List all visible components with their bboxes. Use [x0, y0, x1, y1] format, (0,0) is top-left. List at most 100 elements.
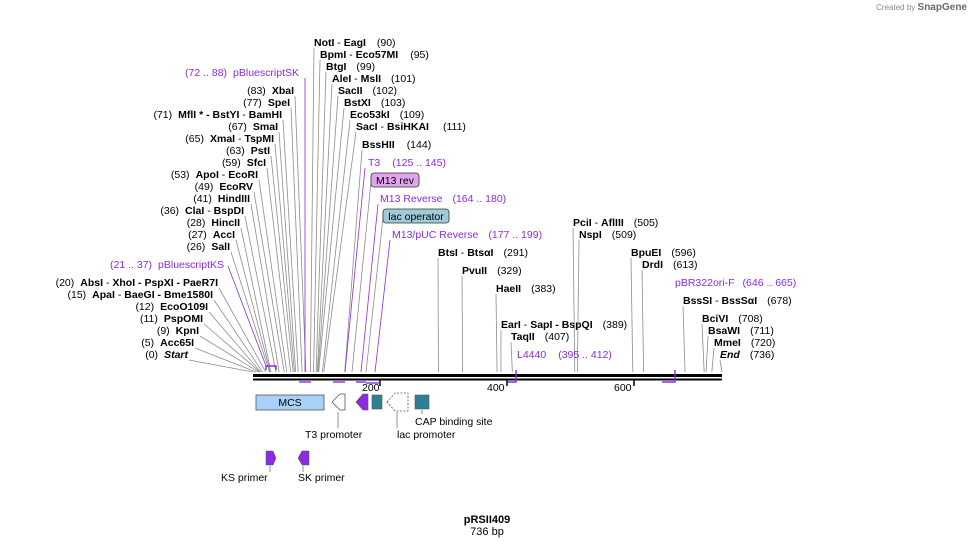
- leader-line-pvuii: [461, 275, 464, 373]
- primer-label-pbluescriptks[interactable]: (21 .. 37) pBluescriptKS: [110, 259, 224, 271]
- sk-primer-label: SK primer: [298, 472, 345, 484]
- site-label-sfci[interactable]: (59) SfcI: [222, 157, 266, 169]
- ks-primer-arrow[interactable]: [265, 450, 277, 466]
- credit-brand: SnapGene: [917, 2, 967, 13]
- leader-line-t3: [344, 167, 366, 373]
- bracket-pbr322ori-f: [662, 370, 676, 383]
- leader-line-sacii: [317, 95, 339, 373]
- site-label-haeii[interactable]: HaeII (383): [496, 283, 556, 295]
- leader-line-alei: [316, 83, 333, 373]
- site-label-pcii[interactable]: PciI - AflIII (505): [573, 217, 658, 229]
- site-label-taqii[interactable]: TaqII (407): [511, 331, 569, 343]
- site-label-saci[interactable]: SacI - BsiHKAI (111): [356, 121, 466, 133]
- leader-line-start: [188, 359, 254, 373]
- m13-rev-arrow[interactable]: [355, 393, 369, 411]
- site-label-ecoo109i[interactable]: (12) EcoO109I: [135, 301, 208, 313]
- leader-line-pbluescriptks: [227, 265, 267, 367]
- mcs-label: MCS: [278, 397, 301, 409]
- leader-line-saci: [323, 131, 357, 373]
- leader-line-apoi: [258, 179, 288, 373]
- site-label-ecorv[interactable]: (49) EcoRV: [195, 181, 253, 193]
- lac-promoter-label: lac promoter: [397, 429, 456, 441]
- site-label-bcivi[interactable]: BciVI (708): [702, 313, 763, 325]
- site-label-hindiii[interactable]: (41) HindIII: [193, 193, 250, 205]
- leader-line-bpuei: [630, 257, 634, 373]
- primer-label-l4440[interactable]: L4440 (395 .. 412): [517, 349, 612, 361]
- site-label-bpuei[interactable]: BpuEI (596): [631, 247, 696, 259]
- backbone: [253, 374, 722, 381]
- site-label-bpmi[interactable]: BpmI - Eco57MI (95): [320, 49, 429, 61]
- site-label-alei[interactable]: AleI - MslI (101): [332, 73, 416, 85]
- leader-line-bcivi: [701, 323, 705, 373]
- leader-line-bsawi: [705, 335, 709, 373]
- site-label-absi[interactable]: (20) AbsI - XhoI - PspXI - PaeR7I: [56, 277, 218, 289]
- site-label-drdi[interactable]: DrdI (613): [642, 259, 698, 271]
- primer-label-t3[interactable]: T3 (125 .. 145): [368, 157, 446, 169]
- site-label-bsssi[interactable]: BssSI - BssSαI (678): [683, 295, 792, 307]
- site-label-spei[interactable]: (77) SpeI: [243, 97, 290, 109]
- leader-line-noti: [309, 47, 315, 373]
- cap-binding-site-label: CAP binding site: [415, 416, 493, 428]
- lac-operator-box[interactable]: [371, 394, 383, 410]
- site-label-acci[interactable]: (27) AccI: [188, 229, 235, 241]
- site-label-psti[interactable]: (63) PstI: [226, 145, 270, 157]
- site-label-hincii[interactable]: (28) HincII: [187, 217, 240, 229]
- sk-primer-arrow[interactable]: [297, 450, 310, 466]
- leader-line-xmai: [274, 143, 295, 373]
- site-label-kpni[interactable]: (9) KpnI: [157, 325, 199, 337]
- site-label-btgi[interactable]: BtgI (99): [326, 61, 375, 73]
- lac-promoter-arrow[interactable]: [386, 392, 409, 412]
- site-label-bsawi[interactable]: BsaWI (711): [708, 325, 774, 337]
- ruler-tick-400: 400: [487, 379, 508, 394]
- leader-line-drdi: [641, 269, 645, 373]
- leader-line-bstxi: [318, 107, 345, 373]
- site-label-mmei[interactable]: MmeI (720): [714, 337, 775, 349]
- primer-label-pbluescriptsk[interactable]: (72 .. 88) pBluescriptSK: [185, 67, 299, 79]
- leader-line-smai: [278, 131, 297, 373]
- lac-operator-label-box[interactable]: [382, 208, 450, 224]
- site-label-pspomi[interactable]: (11) PspOMI: [140, 313, 203, 325]
- leader-line-m13-rev: [351, 181, 372, 373]
- leader-line-ecoo109i: [208, 311, 261, 373]
- site-label-apai[interactable]: (15) ApaI - BaeGI - Bme1580I: [67, 289, 213, 301]
- m13-rev-box[interactable]: [370, 172, 420, 188]
- site-label-btsi[interactable]: BtsI - BtsαI (291): [438, 247, 528, 259]
- site-label-sali[interactable]: (26) SalI: [187, 241, 230, 253]
- ks-primer-label: KS primer: [221, 472, 268, 484]
- site-label-clai[interactable]: (36) ClaI - BspDI: [160, 205, 244, 217]
- site-labels: NotI - EagI (90) BpmI - Eco57MI (95) BtgI…: [56, 37, 797, 361]
- site-label-bamhi[interactable]: (71) MflI * - BstYI - BamHI: [153, 109, 282, 121]
- leader-line-acc65i: [194, 347, 257, 373]
- mcs-box[interactable]: [255, 394, 325, 411]
- site-label-pvuii[interactable]: PvuII (329): [462, 265, 522, 277]
- site-label-ecori[interactable]: (53) ApoI - EcoRI: [171, 169, 258, 181]
- credit-prefix: Created by: [876, 3, 916, 12]
- leader-line-bpmi: [313, 59, 321, 373]
- site-label-eco53ki[interactable]: Eco53kI (109): [350, 109, 424, 121]
- primer-label-pbr322ori-f[interactable]: pBR322ori-F (646 .. 665): [675, 277, 796, 289]
- site-label-eari[interactable]: EarI - SapI - BspQI (389): [501, 319, 627, 331]
- site-label-start[interactable]: (0) Start: [145, 349, 188, 361]
- leader-line-pspomi: [203, 323, 261, 373]
- primer-label-m13-reverse[interactable]: M13 Reverse (164 .. 180): [380, 193, 506, 205]
- site-label-bstxi[interactable]: BstXI (103): [344, 97, 405, 109]
- site-label-bsshii[interactable]: BssHII (144): [362, 139, 431, 151]
- leader-line-hindiii: [250, 203, 280, 373]
- site-label-acc65i[interactable]: (5) Acc65I: [141, 337, 194, 349]
- bracket-l4440: [508, 370, 517, 383]
- cap-binding-site-box[interactable]: [414, 394, 430, 410]
- primer-label-m13-puc-reverse[interactable]: M13/pUC Reverse (177 .. 199): [392, 229, 542, 241]
- bracket-pbluescriptks: [265, 365, 277, 370]
- leader-line-mmei: [711, 347, 715, 373]
- site-label-smai[interactable]: (67) SmaI: [228, 121, 278, 133]
- site-label-sacii[interactable]: SacII (102): [338, 85, 397, 97]
- site-label-xmai[interactable]: (65) XmaI - TspMI: [185, 133, 274, 145]
- site-label-nspi[interactable]: NspI (509): [579, 229, 636, 241]
- m13-rev-label: M13 rev: [376, 175, 415, 187]
- site-label-noti[interactable]: NotI - EagI (90): [314, 37, 396, 49]
- t3-promoter-arrow[interactable]: [331, 393, 346, 411]
- leader-line-btgi: [315, 71, 327, 373]
- site-label-xbai[interactable]: (83) XbaI: [247, 85, 294, 97]
- site-label-end[interactable]: End (736): [720, 349, 774, 361]
- leader-line-m13-reverse: [360, 203, 379, 373]
